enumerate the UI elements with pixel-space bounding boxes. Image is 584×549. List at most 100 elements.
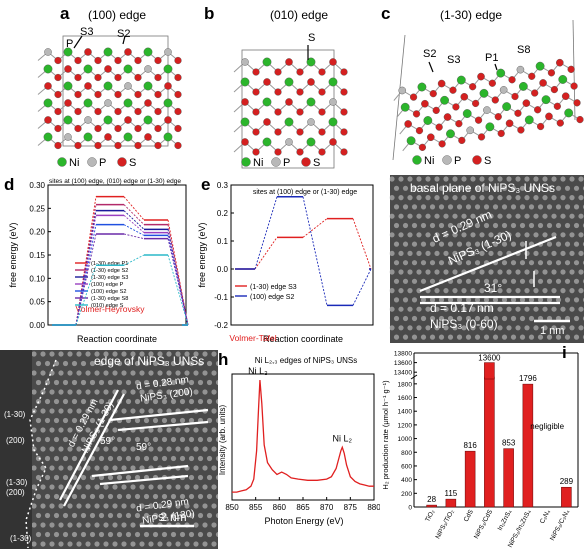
- lattice-dot: [112, 522, 118, 528]
- lattice-dot: [569, 232, 575, 238]
- lattice-dot: [44, 512, 51, 519]
- connector: [123, 224, 145, 236]
- s-atom: [517, 126, 525, 134]
- bar-3: [484, 376, 495, 508]
- lattice-dot: [429, 315, 436, 322]
- lattice-dot: [425, 213, 431, 219]
- lattice-dot: [524, 306, 530, 312]
- s-atom: [252, 108, 260, 116]
- lattice-dot: [31, 446, 37, 452]
- lattice-dot: [555, 278, 562, 284]
- lattice-dot: [211, 408, 217, 414]
- lattice-dot: [143, 493, 150, 500]
- lattice-dot: [197, 531, 204, 538]
- lattice-dot: [573, 222, 580, 229]
- s-atom: [472, 99, 480, 108]
- lattice-dot: [152, 455, 159, 462]
- lattice-dot: [202, 541, 208, 547]
- lattice-dot: [551, 176, 557, 182]
- lattice-dot: [560, 325, 566, 331]
- lattice-dot: [103, 503, 109, 509]
- lattice-dot: [53, 379, 60, 386]
- lattice-dot: [139, 465, 145, 471]
- s-atom: [429, 90, 437, 98]
- lattice-dot: [416, 195, 422, 201]
- lattice-dot: [483, 222, 490, 229]
- lattice-dot: [497, 306, 503, 312]
- lattice-dot: [152, 531, 159, 538]
- s-atom: [114, 73, 122, 82]
- lattice-dot: [546, 185, 553, 191]
- g-edge-label-5: (1-30): [10, 534, 32, 543]
- lattice-dot: [447, 204, 454, 210]
- lattice-dot: [179, 512, 186, 519]
- lattice-dot: [528, 278, 535, 284]
- lattice-dot: [125, 436, 132, 443]
- lattice-dot: [184, 427, 190, 433]
- lattice-dot: [555, 334, 562, 340]
- lattice-dot: [506, 232, 512, 238]
- s-atom: [241, 138, 249, 146]
- x-tick-label: TiO₂: [424, 508, 436, 523]
- lattice-dot: [447, 222, 454, 229]
- lattice-dot: [488, 176, 494, 182]
- lattice-dot: [578, 269, 584, 275]
- lattice-dot: [452, 325, 458, 331]
- lattice-dot: [479, 213, 485, 219]
- lattice-dot: [515, 306, 521, 312]
- s-atom: [54, 107, 62, 116]
- lattice-dot: [411, 315, 418, 322]
- arrow-p: [73, 35, 83, 49]
- lattice-dot: [497, 232, 503, 238]
- chart-h: 850 855 860 865 870 875 880 Ni L₂,₃ edges of Ni…: [218, 356, 380, 526]
- lattice-dot: [555, 185, 562, 191]
- lattice-dot: [398, 195, 404, 201]
- ni-atom: [103, 81, 113, 91]
- lattice-dot: [148, 389, 154, 395]
- legend-p-icon: [87, 157, 97, 167]
- lattice-dot: [402, 278, 409, 284]
- lattice-dot: [389, 325, 395, 331]
- lattice-dot: [85, 351, 91, 357]
- lattice-dot: [170, 436, 177, 443]
- lattice-dot: [58, 408, 64, 414]
- lattice-dot: [443, 176, 449, 182]
- lattice-dot: [461, 306, 467, 312]
- y-axis-label: free energy (eV): [8, 222, 18, 287]
- y-tick-label: 800: [401, 450, 412, 457]
- legend-label: (1-30) edge S2: [91, 268, 128, 274]
- s-atom: [329, 138, 337, 146]
- s-atom: [74, 141, 82, 150]
- lattice-dot: [152, 379, 159, 386]
- lattice-dot: [121, 389, 127, 395]
- lattice-dot: [49, 541, 55, 547]
- lattice-dot: [411, 297, 418, 303]
- lattice-dot: [215, 493, 218, 500]
- ni-atom: [306, 97, 316, 107]
- lattice-dot: [98, 531, 105, 538]
- connector: [254, 196, 278, 270]
- ni-atom: [328, 117, 338, 127]
- lattice-dot: [62, 455, 69, 462]
- lattice-dot: [31, 465, 37, 471]
- lattice-dot: [211, 503, 217, 509]
- s-atom: [174, 124, 182, 133]
- lattice-dot: [175, 351, 181, 357]
- lattice-dot: [143, 436, 150, 443]
- lattice-dot: [170, 455, 177, 462]
- lattice-dot: [515, 288, 521, 294]
- p-atom: [44, 48, 52, 56]
- bar-value-label: 13600: [478, 354, 501, 363]
- lattice-dot: [555, 260, 562, 266]
- lattice-dot: [166, 370, 172, 376]
- lattice-dot: [139, 484, 145, 490]
- s-atom: [274, 88, 282, 96]
- lattice-dot: [407, 288, 413, 294]
- chart-e-title: sites at (100) edge or (1-30) edge: [253, 189, 357, 196]
- lattice-dot: [465, 260, 472, 266]
- tilted-lattice: [393, 58, 584, 152]
- lattice-dot: [202, 427, 208, 433]
- lattice-dot: [89, 360, 96, 367]
- s-atom: [94, 90, 102, 99]
- lattice-dot: [533, 176, 539, 182]
